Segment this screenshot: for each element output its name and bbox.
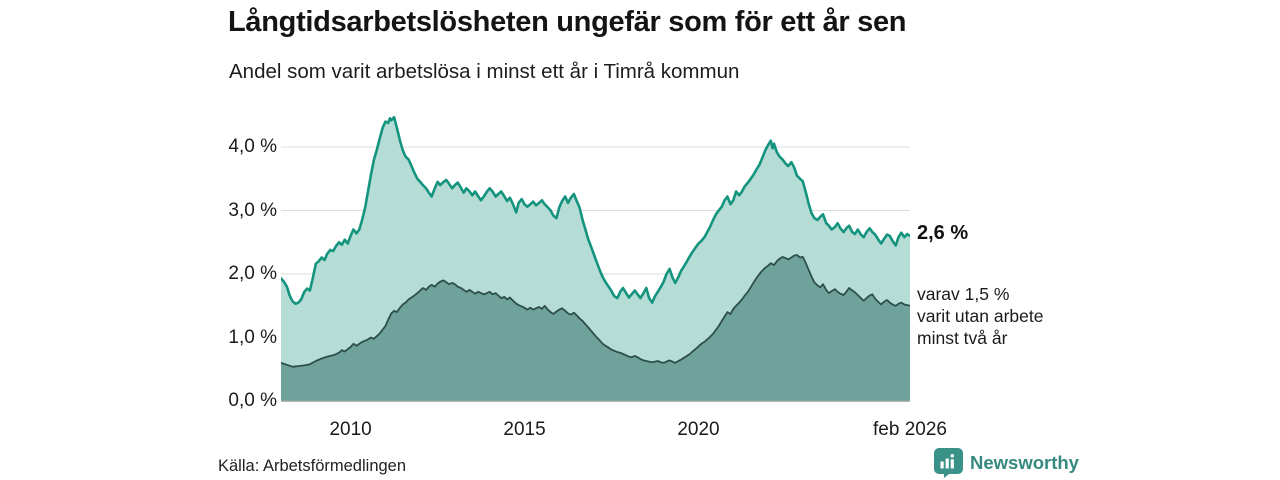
plot-area (281, 108, 910, 402)
x-tick-label: 2020 (677, 419, 720, 440)
chart-subtitle: Andel som varit arbetslösa i minst ett å… (229, 60, 740, 83)
newsworthy-logo-icon (934, 448, 963, 478)
total-series-line (281, 115, 910, 306)
end-value-label: 2,6 % (917, 222, 969, 244)
end-annotation: varav 1,5 % varit utan arbete minst två … (917, 283, 1043, 349)
newsworthy-brand: Newsworthy (934, 448, 1079, 478)
two-year-series-area (281, 255, 910, 401)
page-title: Långtidsarbetslösheten ungefär som för e… (228, 6, 907, 38)
x-tick-label: 2010 (329, 419, 372, 440)
y-tick-label: 1,0 % (228, 326, 277, 348)
two-year-series-line (281, 254, 910, 368)
annotation-line: minst två år (917, 328, 1008, 348)
source-attribution: Källa: Arbetsförmedlingen (218, 457, 407, 475)
y-tick-label: 4,0 % (228, 136, 277, 157)
annotation-line: varav 1,5 % (917, 284, 1010, 304)
annotation-line: varit utan arbete (917, 306, 1044, 326)
newsworthy-logo-text: Newsworthy (970, 452, 1079, 473)
area-chart (281, 115, 910, 402)
x-tick-label: feb 2026 (873, 419, 947, 440)
y-tick-label: 0,0 % (228, 390, 277, 411)
x-tick-label: 2015 (503, 419, 546, 440)
y-tick-label: 3,0 % (228, 199, 277, 221)
y-tick-label: 2,0 % (228, 263, 277, 284)
